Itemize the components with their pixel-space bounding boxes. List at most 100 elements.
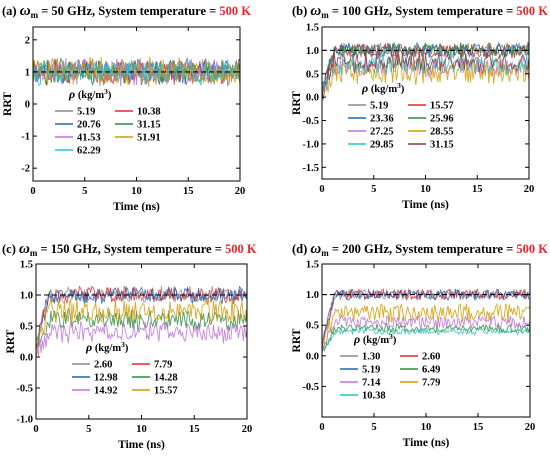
y-tick-label: 2	[25, 35, 30, 46]
y-tick-label: 1	[25, 67, 30, 78]
legend: ρ (kg/m3) 5.19 15.57 23.36 25.96 27.25 28.55 29…	[348, 81, 454, 151]
title-text: = 50 GHz, System temperature =	[38, 4, 219, 18]
panel-title: (b) ωm = 100 GHz, System temperature = 5…	[292, 3, 548, 20]
y-tick-label: 0.0	[20, 353, 33, 364]
series-line-2	[36, 285, 247, 350]
y-axis-label: RRT	[291, 328, 303, 352]
legend-label-6: 62.29	[77, 146, 101, 157]
legend-label-3: 31.15	[137, 120, 161, 131]
y-tick-label: 0.0	[306, 351, 319, 362]
title-temperature: 500 K	[516, 242, 548, 256]
x-tick-label: 20	[235, 186, 246, 197]
legend-unit-close: )	[401, 84, 405, 95]
plot-area	[36, 285, 247, 357]
x-tick-label: 5	[86, 424, 91, 435]
y-axis-label: RRT	[291, 91, 303, 115]
panel-label: (c)	[2, 242, 19, 256]
legend-unit-exponent: 3	[104, 87, 108, 96]
panel-label: (b)	[292, 4, 310, 18]
y-tick-label: -1.0	[16, 415, 33, 426]
x-tick-label: 0	[319, 184, 324, 195]
legend-label-1: 10.38	[137, 107, 161, 118]
legend-label-0: 1.30	[362, 352, 380, 363]
x-axis-label: Time (ns)	[118, 439, 165, 451]
legend: ρ (kg/m3) 1.30 2.60 5.19 6.49 7.14 7.79 10.38	[340, 332, 440, 402]
series-line-4	[33, 56, 240, 87]
plot-frame	[32, 26, 241, 182]
omega-symbol: ω	[310, 3, 321, 19]
title-text: = 200 GHz, System temperature =	[329, 242, 517, 256]
series-line-5	[322, 302, 530, 348]
legend-unit: (kg/m	[75, 90, 104, 101]
legend-label-5: 28.55	[430, 127, 454, 138]
chart-panel-c: (c) ωm = 150 GHz, System temperature = 5…	[2, 241, 257, 451]
legend-label-5: 15.57	[154, 386, 178, 397]
legend-label-0: 2.60	[94, 360, 112, 371]
legend-label-1: 7.79	[154, 360, 172, 371]
series-line-4	[36, 321, 247, 357]
legend-title: ρ (kg/m3)	[353, 332, 397, 346]
x-axis-label: Time (ns)	[113, 201, 160, 213]
panel-title: (a) ωm = 50 GHz, System temperature = 50…	[2, 3, 251, 20]
series-line-7	[322, 50, 529, 100]
legend-label-7: 31.15	[430, 140, 454, 151]
legend-label-1: 2.60	[422, 352, 440, 363]
rho-symbol: ρ	[68, 87, 75, 101]
series-line-2	[322, 287, 530, 350]
series-line-3	[33, 56, 240, 87]
y-tick-label: -1.0	[302, 139, 319, 150]
legend-label-3: 6.49	[422, 365, 440, 376]
title-temperature: 500 K	[516, 4, 548, 18]
legend-title: ρ (kg/m3)	[85, 340, 129, 354]
y-axis-label: RRT	[5, 329, 17, 353]
chart-panel-a: (a) ωm = 50 GHz, System temperature = 50…	[2, 3, 251, 213]
rho-symbol: ρ	[85, 340, 92, 354]
y-tick-label: 1.5	[306, 23, 319, 34]
legend: ρ (kg/m3) 5.19 10.38 20.76 31.15 41.53 51.91 62…	[55, 87, 161, 157]
x-tick-label: 0	[33, 424, 38, 435]
series-line-5	[36, 298, 247, 357]
rho-symbol: ρ	[353, 332, 360, 346]
legend-label-1: 15.57	[430, 101, 454, 112]
legend-label-4: 7.14	[362, 378, 381, 389]
legend-unit-exponent: 3	[397, 81, 401, 90]
y-tick-label: -0.5	[16, 384, 33, 395]
legend-unit-close: )	[125, 343, 129, 354]
omega-symbol: ω	[20, 3, 31, 19]
y-tick-label: 0.5	[306, 321, 319, 332]
plot-area	[322, 40, 529, 101]
series-line-6	[33, 59, 240, 87]
y-axis-label: RRT	[2, 92, 14, 116]
chart-panel-b: (b) ωm = 100 GHz, System temperature = 5…	[291, 3, 548, 211]
legend-label-5: 51.91	[137, 133, 161, 144]
x-tick-label: 15	[189, 424, 200, 435]
omega-subscript: m	[321, 248, 329, 258]
panel-title: (c) ωm = 150 GHz, System temperature = 5…	[2, 241, 257, 258]
x-tick-label: 10	[136, 424, 147, 435]
legend-unit: (kg/m	[368, 84, 397, 95]
omega-symbol: ω	[19, 241, 30, 257]
x-tick-label: 20	[524, 184, 535, 195]
x-axis-label: Time (ns)	[402, 199, 449, 211]
y-tick-label: 0	[25, 100, 30, 111]
x-tick-label: 15	[473, 422, 484, 433]
y-tick-label: -2	[21, 164, 30, 175]
legend-label-2: 20.76	[77, 120, 101, 131]
x-tick-label: 10	[421, 422, 432, 433]
legend-label-4: 14.92	[94, 386, 118, 397]
omega-subscript: m	[31, 10, 39, 20]
panel-label: (d)	[292, 242, 310, 256]
y-tick-label: 1.0	[20, 291, 33, 302]
legend-label-2: 12.98	[94, 373, 118, 384]
y-tick-label: 1.5	[306, 260, 319, 271]
y-tick-label: 0.5	[20, 322, 33, 333]
series-line-6	[322, 53, 529, 90]
legend-unit-exponent: 3	[389, 332, 393, 341]
legend-unit-close: )	[108, 90, 112, 101]
y-tick-label: 0.0	[306, 93, 319, 104]
x-axis-label: Time (ns)	[403, 437, 450, 449]
legend-label-2: 23.36	[370, 114, 394, 125]
panel-label: (a)	[2, 4, 20, 18]
series-line-5	[322, 58, 529, 101]
